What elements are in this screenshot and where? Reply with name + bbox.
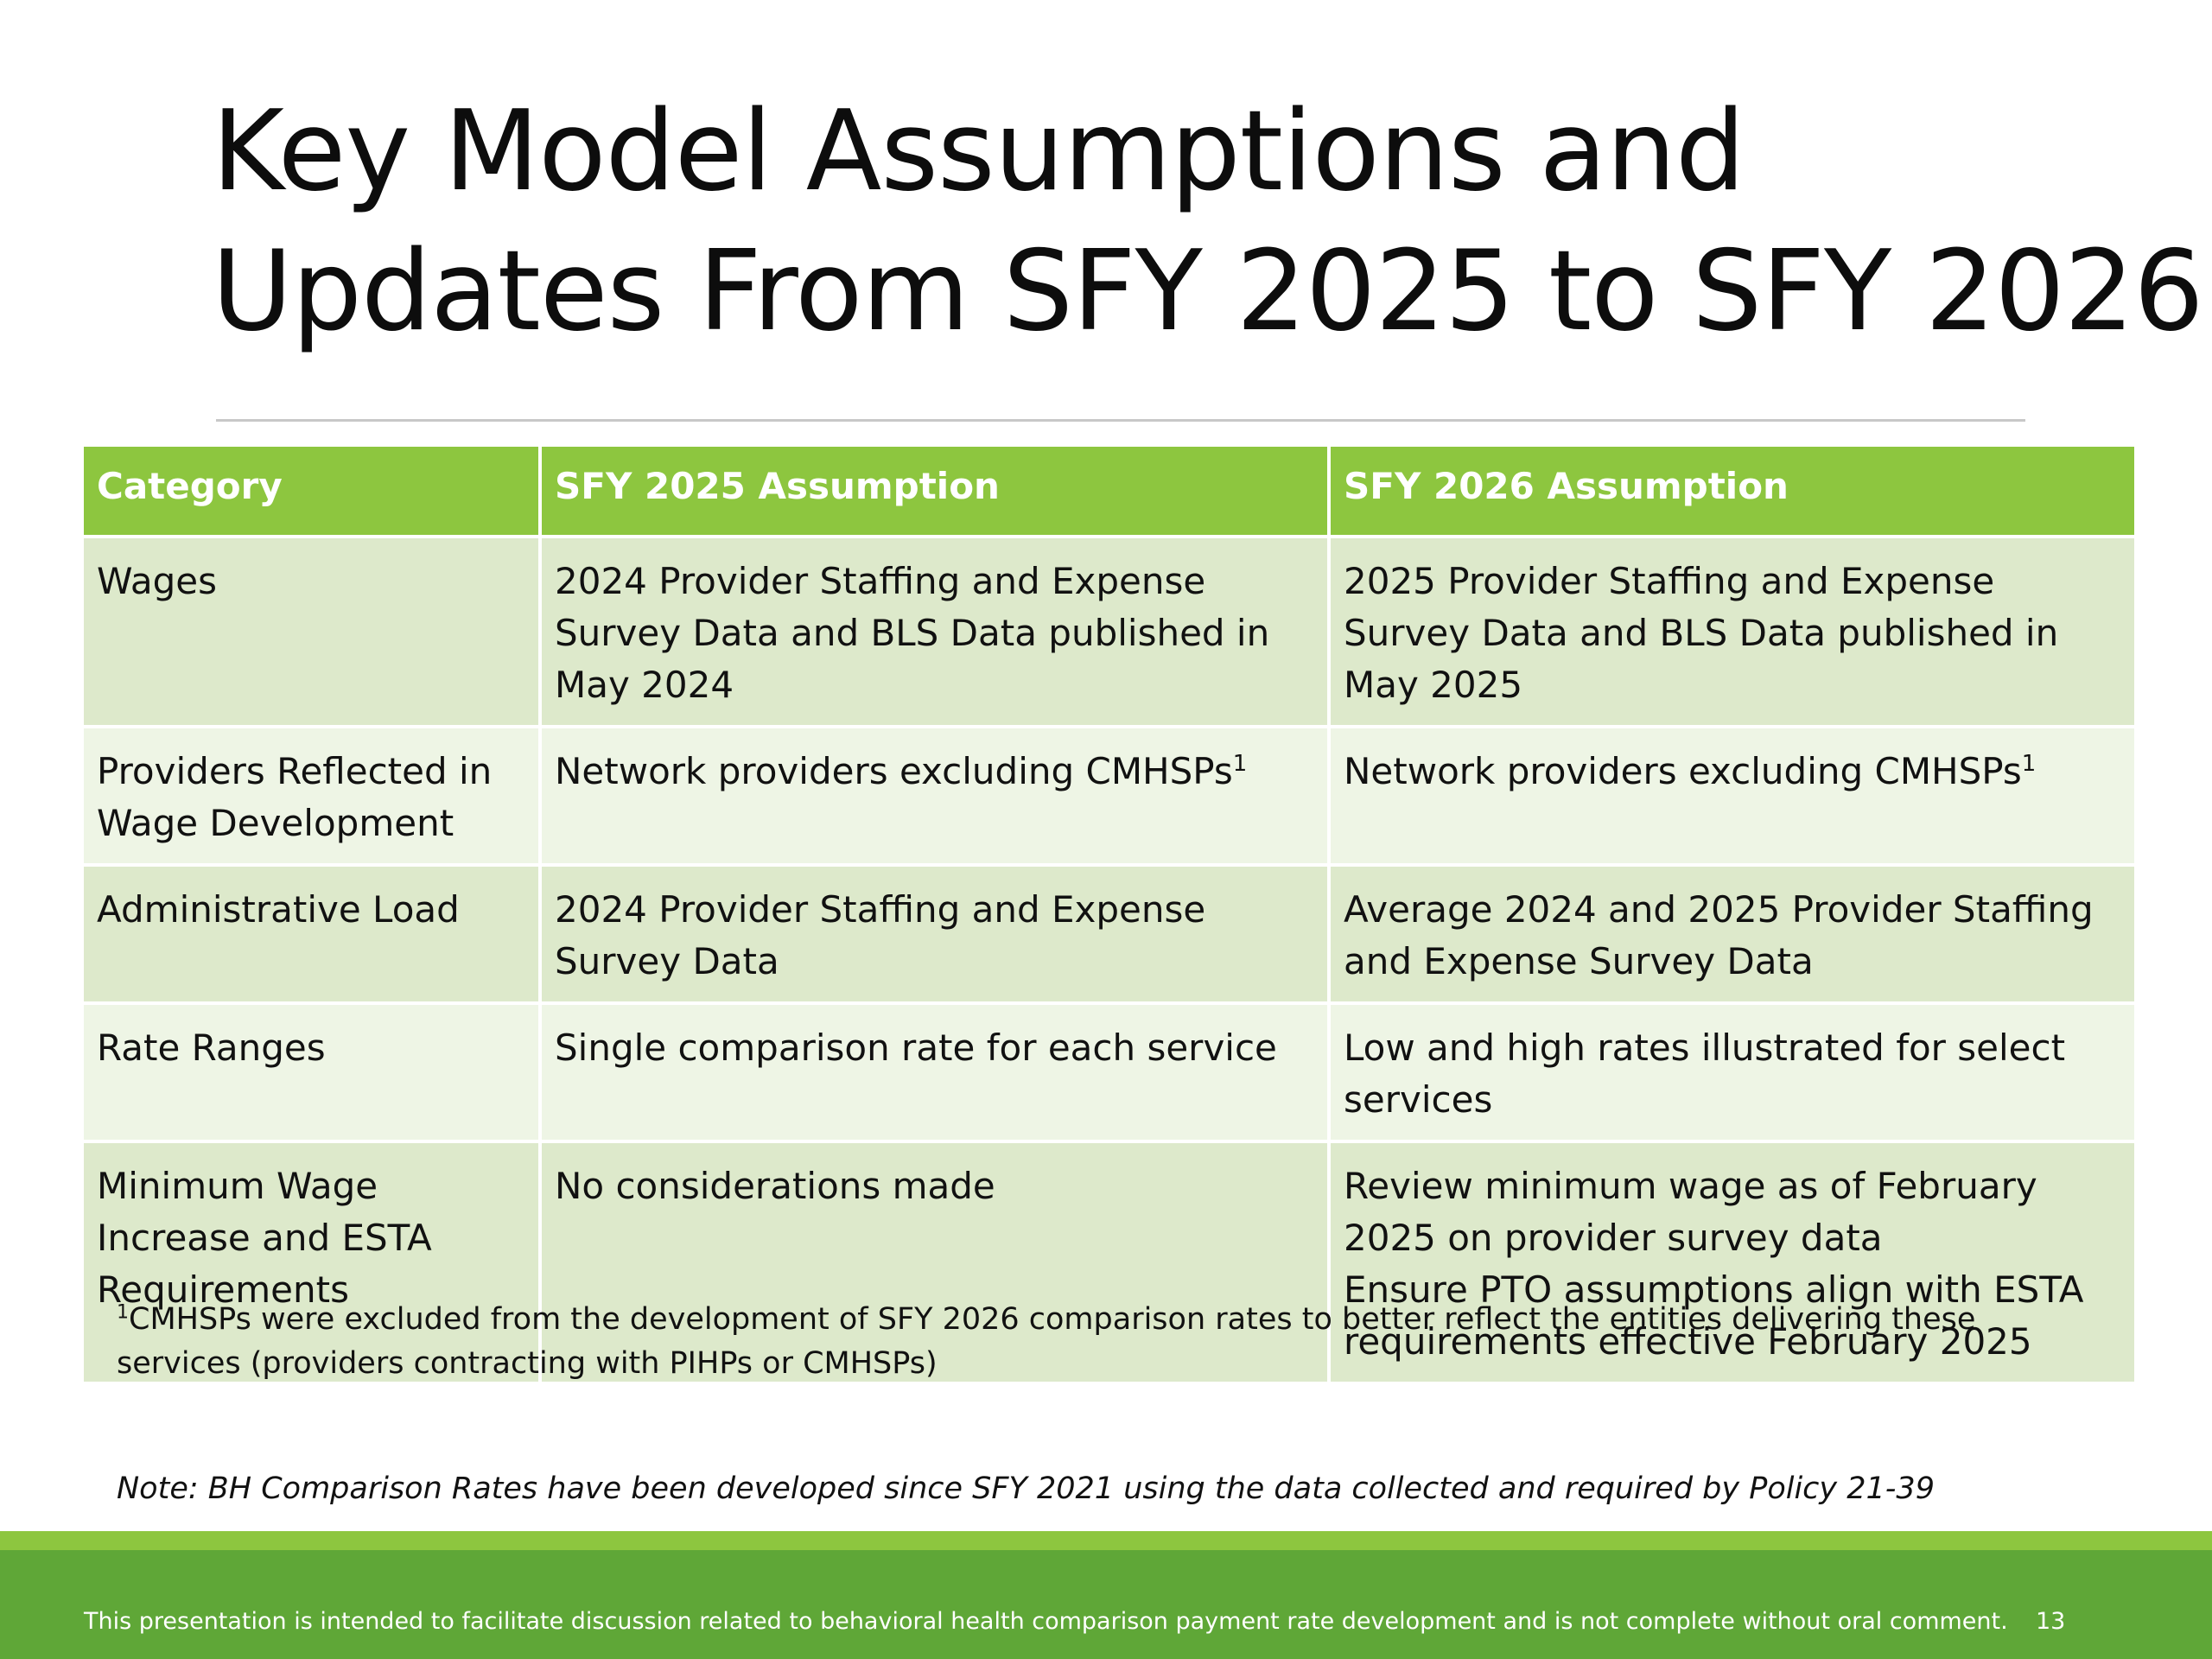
assumptions-table: Category SFY 2025 Assumption SFY 2026 As… (80, 443, 2138, 1385)
row-sfy2026: Low and high rates illustrated for selec… (1327, 1001, 2138, 1143)
header-category: Category (80, 443, 542, 538)
cell-text: Network providers excluding CMHSPs (555, 750, 1233, 792)
table-row: Providers Reflected in Wage Development … (80, 725, 2138, 867)
row-category: Minimum Wage Increase and ESTA Requireme… (80, 1140, 542, 1385)
row-sfy2025: No considerations made (538, 1140, 1331, 1385)
row-sfy2025: Network providers excluding CMHSPs1 (538, 725, 1331, 867)
row-category: Rate Ranges (80, 1001, 542, 1143)
row-sfy2025: 2024 Provider Staffing and Expense Surve… (538, 863, 1331, 1005)
footnote-marker: 1 (1232, 751, 1248, 777)
header-sfy2026: SFY 2026 Assumption (1327, 443, 2138, 538)
footer-disclaimer: This presentation is intended to facilit… (84, 1608, 2008, 1635)
cell-text: Network providers excluding CMHSPs (1344, 750, 2022, 792)
row-category: Wages (80, 535, 542, 728)
title-divider (216, 419, 2025, 422)
cell-line: Ensure PTO assumptions align with ESTA r… (1344, 1268, 2084, 1363)
row-sfy2025: 2024 Provider Staffing and Expense Surve… (538, 535, 1331, 728)
row-category: Administrative Load (80, 863, 542, 1005)
table-row: Wages 2024 Provider Staffing and Expense… (80, 535, 2138, 728)
table-row: Rate Ranges Single comparison rate for e… (80, 1001, 2138, 1143)
table-header-row: Category SFY 2025 Assumption SFY 2026 As… (80, 443, 2138, 538)
cell-line: Review minimum wage as of February 2025 … (1344, 1165, 2037, 1259)
row-sfy2026: Average 2024 and 2025 Provider Staffing … (1327, 863, 2138, 1005)
footnote-marker: 1 (2021, 751, 2037, 777)
row-sfy2026: 2025 Provider Staffing and Expense Surve… (1327, 535, 2138, 728)
slide-title-line-2: Updates From SFY 2025 to SFY 2026 (212, 227, 2204, 356)
slide-title: Key Model Assumptions and Updates From S… (212, 82, 2204, 362)
table-row: Administrative Load 2024 Provider Staffi… (80, 863, 2138, 1005)
footnote: 1CMHSPs were excluded from the developme… (117, 1298, 2104, 1386)
row-sfy2026: Review minimum wage as of February 2025 … (1327, 1140, 2138, 1385)
row-sfy2025: Single comparison rate for each service (538, 1001, 1331, 1143)
footnote-text: CMHSPs were excluded from the developmen… (117, 1302, 1976, 1381)
row-category: Providers Reflected in Wage Development (80, 725, 542, 867)
slide-title-line-1: Key Model Assumptions and (212, 87, 1745, 216)
page-number: 13 (2036, 1608, 2066, 1635)
footer-band (0, 1550, 2212, 1659)
header-sfy2025: SFY 2025 Assumption (538, 443, 1331, 538)
footer-accent-band (0, 1531, 2212, 1550)
footnote-marker: 1 (117, 1301, 129, 1324)
table-row: Minimum Wage Increase and ESTA Requireme… (80, 1140, 2138, 1385)
row-sfy2026: Network providers excluding CMHSPs1 (1327, 725, 2138, 867)
policy-note: Note: BH Comparison Rates have been deve… (117, 1471, 1935, 1506)
